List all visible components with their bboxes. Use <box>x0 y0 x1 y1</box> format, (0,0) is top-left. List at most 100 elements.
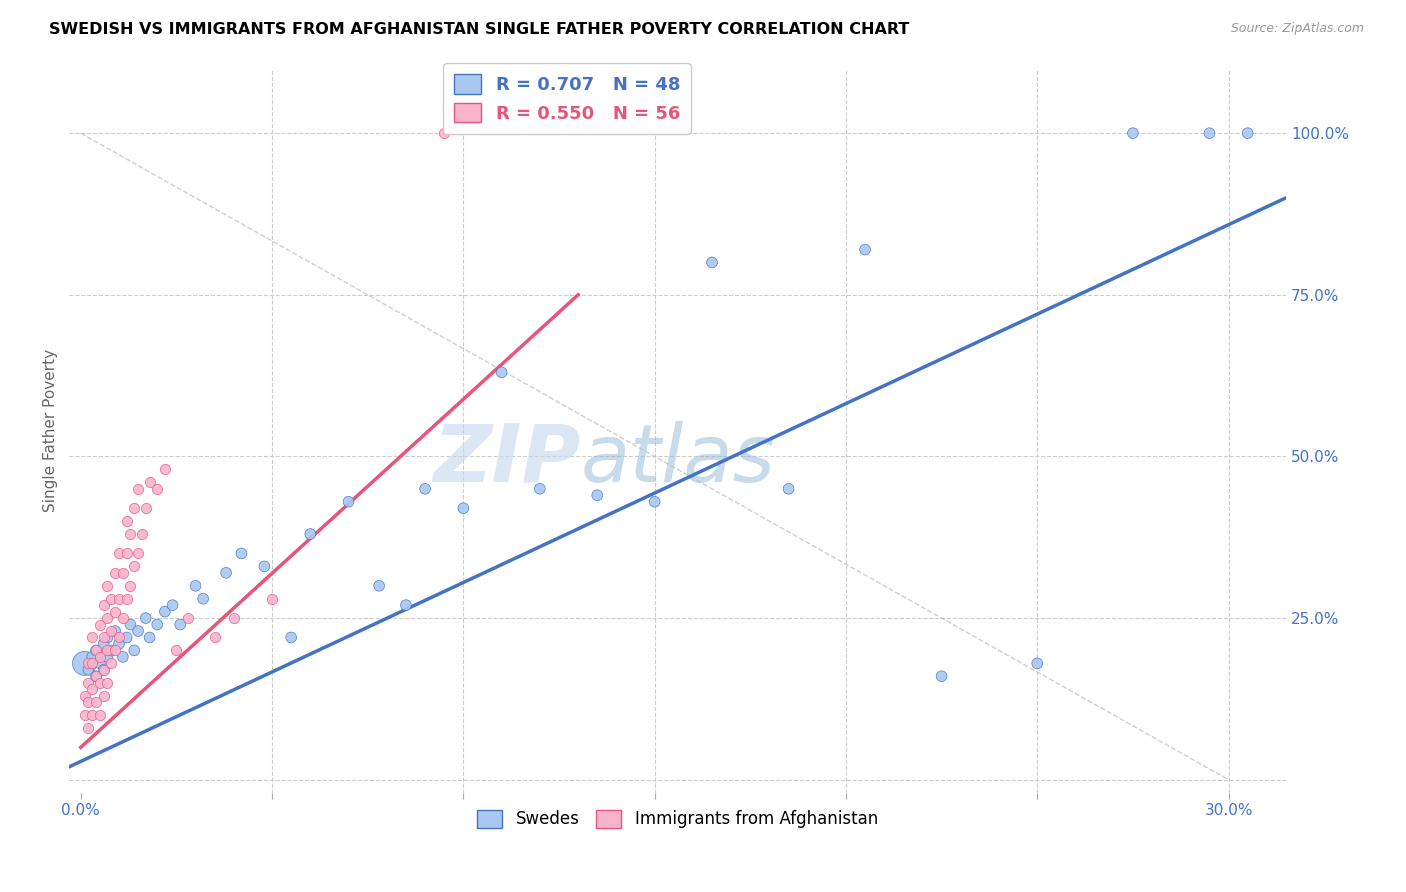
Point <box>368 579 391 593</box>
Point <box>124 501 146 516</box>
Point <box>89 708 111 723</box>
Point <box>104 566 127 580</box>
Point <box>89 617 111 632</box>
Point <box>108 546 131 560</box>
Point <box>778 482 800 496</box>
Point <box>135 501 157 516</box>
Point <box>100 643 122 657</box>
Point <box>108 637 131 651</box>
Point <box>204 631 226 645</box>
Point <box>77 663 100 677</box>
Point <box>93 631 115 645</box>
Point <box>96 611 118 625</box>
Point <box>104 624 127 638</box>
Point <box>93 689 115 703</box>
Point <box>529 482 551 496</box>
Point <box>111 611 134 625</box>
Point <box>77 695 100 709</box>
Point <box>931 669 953 683</box>
Legend: Swedes, Immigrants from Afghanistan: Swedes, Immigrants from Afghanistan <box>471 803 884 835</box>
Point <box>115 591 138 606</box>
Point <box>453 501 475 516</box>
Text: Source: ZipAtlas.com: Source: ZipAtlas.com <box>1230 22 1364 36</box>
Point <box>89 657 111 671</box>
Point <box>89 649 111 664</box>
Point <box>586 488 609 502</box>
Point <box>82 649 104 664</box>
Point <box>82 657 104 671</box>
Point <box>84 669 107 683</box>
Point <box>84 669 107 683</box>
Point <box>124 643 146 657</box>
Point <box>96 649 118 664</box>
Point <box>77 721 100 735</box>
Point <box>108 631 131 645</box>
Text: SWEDISH VS IMMIGRANTS FROM AFGHANISTAN SINGLE FATHER POVERTY CORRELATION CHART: SWEDISH VS IMMIGRANTS FROM AFGHANISTAN S… <box>49 22 910 37</box>
Point <box>215 566 238 580</box>
Text: ZIP: ZIP <box>433 420 581 499</box>
Point <box>127 482 149 496</box>
Y-axis label: Single Father Poverty: Single Father Poverty <box>44 349 58 512</box>
Point <box>644 494 666 508</box>
Point <box>138 475 160 490</box>
Point <box>120 579 142 593</box>
Point <box>231 546 253 560</box>
Point <box>96 631 118 645</box>
Point <box>111 566 134 580</box>
Point <box>73 708 96 723</box>
Point <box>1198 126 1220 140</box>
Point <box>100 624 122 638</box>
Point <box>96 579 118 593</box>
Point <box>433 126 456 140</box>
Point <box>191 591 214 606</box>
Point <box>1122 126 1144 140</box>
Point <box>127 624 149 638</box>
Point <box>82 708 104 723</box>
Point <box>153 605 176 619</box>
Point <box>77 675 100 690</box>
Point <box>120 617 142 632</box>
Point <box>1026 657 1049 671</box>
Point <box>100 657 122 671</box>
Point <box>165 643 187 657</box>
Point <box>162 598 184 612</box>
Point <box>104 605 127 619</box>
Point <box>184 579 207 593</box>
Point <box>73 657 96 671</box>
Point <box>146 482 169 496</box>
Point <box>108 591 131 606</box>
Point <box>93 598 115 612</box>
Point <box>337 494 360 508</box>
Point <box>253 559 276 574</box>
Point <box>96 643 118 657</box>
Point <box>222 611 245 625</box>
Point <box>89 675 111 690</box>
Point <box>177 611 200 625</box>
Point <box>115 546 138 560</box>
Point <box>104 643 127 657</box>
Point <box>77 657 100 671</box>
Text: atlas: atlas <box>581 420 775 499</box>
Point <box>84 643 107 657</box>
Point <box>82 631 104 645</box>
Point <box>115 631 138 645</box>
Point <box>120 527 142 541</box>
Point <box>138 631 160 645</box>
Point <box>93 637 115 651</box>
Point <box>280 631 302 645</box>
Point <box>853 243 876 257</box>
Point <box>84 643 107 657</box>
Point <box>82 682 104 697</box>
Point <box>169 617 191 632</box>
Point <box>299 527 322 541</box>
Point <box>1236 126 1258 140</box>
Point <box>73 689 96 703</box>
Point <box>84 695 107 709</box>
Point <box>700 255 723 269</box>
Point <box>96 675 118 690</box>
Point <box>115 514 138 528</box>
Point <box>111 649 134 664</box>
Point <box>100 591 122 606</box>
Point <box>131 527 153 541</box>
Point <box>124 559 146 574</box>
